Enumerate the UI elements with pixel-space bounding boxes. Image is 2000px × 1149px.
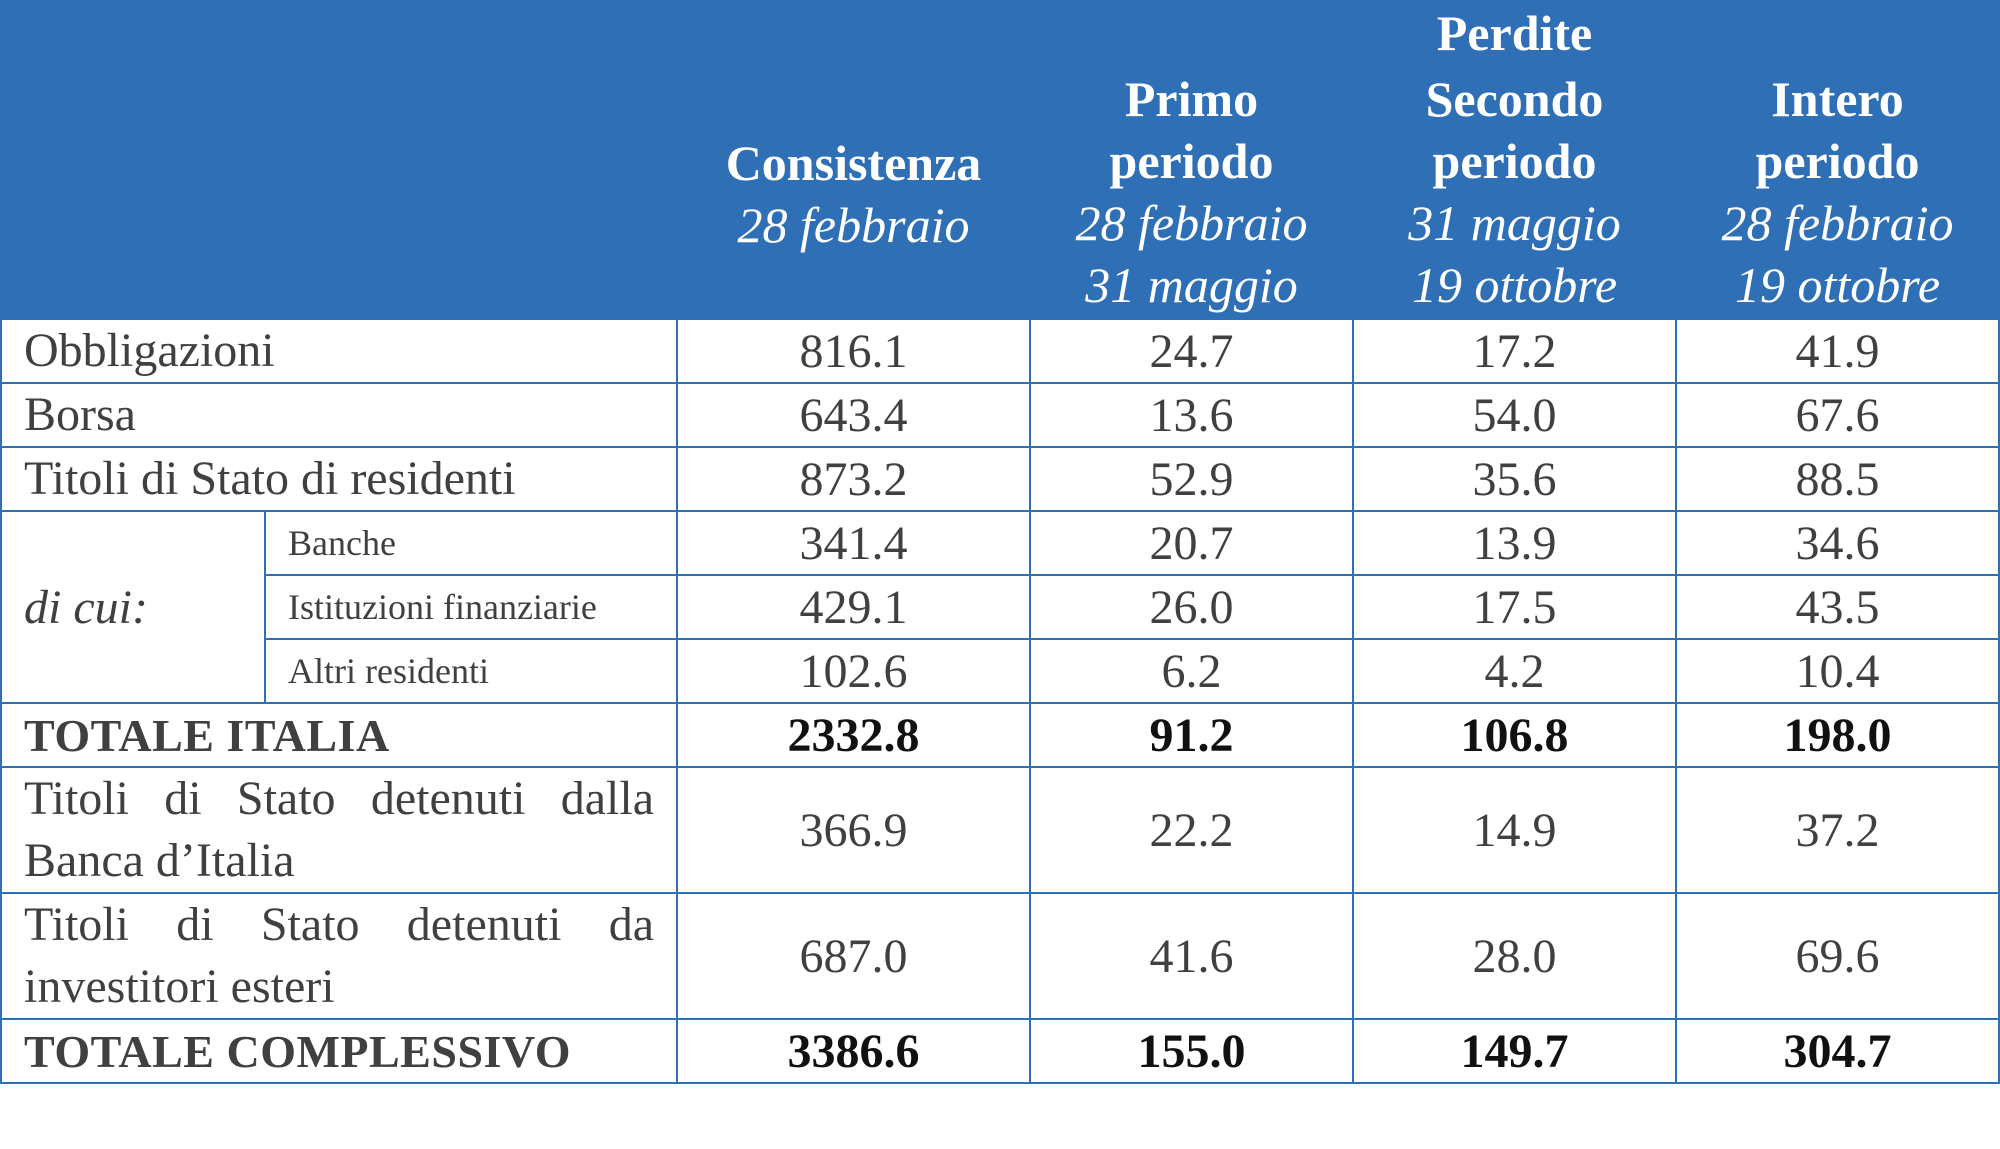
table-row-total-complessivo: TOTALE COMPLESSIVO 3386.6 155.0 149.7 30…: [0, 1018, 2000, 1084]
value-cell: 43.5: [1674, 574, 2000, 640]
header-primo-line1: Primo: [1124, 71, 1259, 128]
value-cell: 687.0: [676, 892, 1031, 1020]
row-label: Titoli di Stato detenuti da investitori …: [0, 892, 678, 1020]
value-cell: 37.2: [1674, 766, 2000, 894]
sub-row-label: Altri residenti: [264, 638, 678, 704]
value-cell: 20.7: [1029, 510, 1354, 576]
total-italia-label: TOTALE ITALIA: [0, 702, 678, 768]
value-cell: 26.0: [1029, 574, 1354, 640]
row-label: Obbligazioni: [0, 318, 678, 384]
row-label: Borsa: [0, 382, 678, 448]
value-cell: 17.2: [1352, 318, 1677, 384]
header-primo-date2: 31 maggio: [1085, 257, 1298, 314]
table-row: di cui: Banche 341.4 20.7 13.9 34.6: [0, 510, 2000, 704]
total-value-cell: 91.2: [1029, 702, 1354, 768]
value-cell: 54.0: [1352, 382, 1677, 448]
header-primo-date1: 28 febbraio: [1075, 195, 1308, 252]
header-consistenza-title: Consistenza: [725, 135, 982, 191]
header-intero-date2: 19 ottobre: [1734, 257, 1941, 314]
value-cell: 4.2: [1352, 638, 1677, 704]
value-cell: 816.1: [676, 318, 1031, 384]
dicui-label: di cui:: [0, 510, 266, 704]
header-intero-date1: 28 febbraio: [1721, 195, 1954, 252]
table-row: Titoli di Stato di residenti 873.2 52.9 …: [0, 446, 2000, 512]
total-value-cell: 106.8: [1352, 702, 1677, 768]
table-row-total-italia: TOTALE ITALIA 2332.8 91.2 106.8 198.0: [0, 702, 2000, 768]
value-cell: 88.5: [1674, 446, 2000, 512]
table-row: Titoli di Stato detenuti dalla Banca d’I…: [0, 766, 2000, 894]
header-secondo-date2: 19 ottobre: [1411, 257, 1618, 314]
value-cell: 52.9: [1029, 446, 1354, 512]
value-cell: 6.2: [1029, 638, 1354, 704]
header-primo-line2: periodo: [1109, 133, 1274, 190]
row-label: Titoli di Stato di residenti: [0, 446, 678, 512]
value-cell: 41.9: [1674, 318, 2000, 384]
sub-row-label: Istituzioni finanziarie: [264, 574, 678, 640]
value-cell: 41.6: [1029, 892, 1354, 1020]
row-label: Titoli di Stato detenuti dalla Banca d’I…: [0, 766, 678, 894]
value-cell: 22.2: [1029, 766, 1354, 894]
table-row: Borsa 643.4 13.6 54.0 67.6: [0, 382, 2000, 448]
value-cell: 13.9: [1352, 510, 1677, 576]
value-cell: 366.9: [676, 766, 1031, 894]
value-cell: 24.7: [1029, 318, 1354, 384]
header-primo-periodo: Primo periodo 28 febbraio 31 maggio: [1029, 64, 1354, 321]
header-secondo-line1: Secondo: [1425, 71, 1604, 128]
header-secondo-date1: 31 maggio: [1408, 195, 1621, 252]
value-cell: 341.4: [676, 510, 1031, 576]
sub-row-label: Banche: [264, 510, 678, 576]
value-cell: 643.4: [676, 382, 1031, 448]
table-row: Obbligazioni 816.1 24.7 17.2 41.9: [0, 318, 2000, 384]
total-value-cell: 149.7: [1352, 1018, 1677, 1084]
table-row: Istituzioni finanziarie 429.1 26.0 17.5 …: [1, 574, 2000, 640]
total-value-cell: 2332.8: [676, 702, 1031, 768]
table-row: Titoli di Stato detenuti da investitori …: [0, 892, 2000, 1020]
value-cell: 873.2: [676, 446, 1031, 512]
value-cell: 34.6: [1674, 510, 2000, 576]
header-consistenza-date: 28 febbraio: [737, 197, 970, 253]
total-value-cell: 198.0: [1674, 702, 2000, 768]
header-intero-line1: Intero: [1771, 71, 1904, 128]
value-cell: 67.6: [1674, 382, 2000, 448]
value-cell: 10.4: [1674, 638, 2000, 704]
value-cell: 69.6: [1674, 892, 2000, 1020]
header-empty-cell: [0, 0, 678, 320]
header-secondo-line2: periodo: [1432, 133, 1597, 190]
value-cell: 14.9: [1352, 766, 1677, 894]
value-cell: 429.1: [676, 574, 1031, 640]
header-intero-periodo: Intero periodo 28 febbraio 19 ottobre: [1674, 64, 2000, 321]
header-secondo-periodo: Secondo periodo 31 maggio 19 ottobre: [1352, 64, 1677, 321]
table-row: Altri residenti 102.6 6.2 4.2 10.4: [1, 638, 2000, 704]
value-cell: 102.6: [676, 638, 1031, 704]
total-value-cell: 3386.6: [676, 1018, 1031, 1084]
value-cell: 13.6: [1029, 382, 1354, 448]
value-cell: 28.0: [1352, 892, 1677, 1020]
losses-table: Consistenza 28 febbraio Perdite Primo pe…: [0, 0, 2000, 1084]
value-cell: 35.6: [1352, 446, 1677, 512]
value-cell: 17.5: [1352, 574, 1677, 640]
header-consistenza: Consistenza 28 febbraio: [676, 0, 1031, 320]
total-value-cell: 155.0: [1029, 1018, 1354, 1084]
total-value-cell: 304.7: [1674, 1018, 2000, 1084]
header-perdite: Perdite: [1028, 0, 2000, 67]
total-complessivo-label: TOTALE COMPLESSIVO: [0, 1018, 678, 1084]
header-intero-line2: periodo: [1755, 133, 1920, 190]
